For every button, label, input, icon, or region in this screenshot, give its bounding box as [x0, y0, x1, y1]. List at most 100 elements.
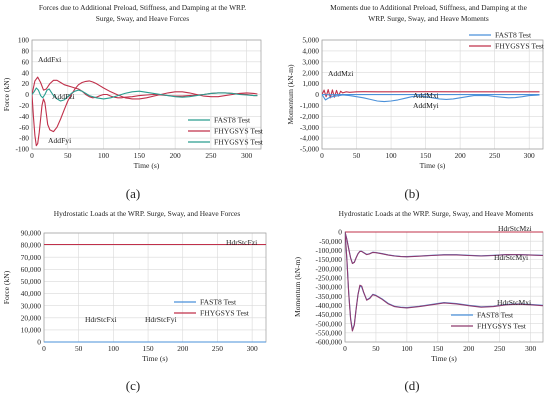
x-tick-label: 250 — [212, 344, 223, 353]
y-tick-label: -4,000 — [300, 134, 319, 143]
y-tick-label: 50,000 — [21, 277, 42, 286]
x-tick-label: 0 — [30, 151, 34, 160]
y-tick-label: 0 — [338, 228, 342, 237]
y-tick-label: -100,000 — [316, 246, 343, 255]
annotation-hdrstcmxi: HdrStcMxi — [497, 298, 531, 307]
x-tick-label: 200 — [177, 344, 188, 353]
legend-entry: FAST8 Test — [477, 311, 514, 320]
x-tick-label: 50 — [75, 344, 83, 353]
y-tick-label: -5,000 — [300, 145, 319, 154]
panel-label: (c) — [126, 378, 140, 393]
y-tick-label: -80 — [19, 134, 29, 143]
x-axis-label: Time (s) — [142, 354, 168, 363]
y-tick-label: 100 — [18, 36, 29, 45]
y-tick-label: 60,000 — [21, 265, 42, 274]
legend-entry: FAST8 Test — [495, 31, 532, 40]
x-tick-label: 100 — [108, 344, 119, 353]
y-tick-label: -550,000 — [316, 328, 343, 337]
y-tick-label: 5,000 — [302, 36, 319, 45]
x-tick-label: 300 — [525, 344, 536, 353]
x-tick-label: 250 — [489, 151, 500, 160]
legend-entry: FHYGSYS Test — [214, 138, 264, 147]
legend-entry: FHYGSYS Test — [477, 322, 527, 331]
chart-panel-b: Moments due to Additional Preload, Stiff… — [286, 3, 545, 201]
series-line-addfzi — [32, 87, 258, 102]
x-tick-label: 300 — [247, 344, 258, 353]
chart-title: Hydrostatic Loads at the WRP. Surge, Swa… — [54, 209, 241, 218]
plot-frame — [43, 232, 267, 343]
panel-label: (d) — [404, 378, 419, 393]
series-line-addfyi — [32, 80, 258, 147]
x-tick-label: 100 — [98, 151, 109, 160]
x-axis-label: Time (s) — [420, 161, 446, 170]
annotation-addmxi: AddMxi — [413, 91, 439, 100]
chart-title: Forces due to Additional Preload, Stiffn… — [39, 3, 246, 12]
y-tick-label: -600,000 — [316, 338, 343, 347]
y-tick-label: 40,000 — [21, 289, 42, 298]
y-tick-label: -50,000 — [319, 237, 342, 246]
y-tick-label: -3,000 — [300, 123, 319, 132]
x-tick-label: 100 — [386, 151, 397, 160]
y-axis-label: Force (kN) — [2, 270, 11, 304]
y-tick-label: -450,000 — [316, 310, 343, 319]
series-line-addmzi — [322, 89, 540, 99]
legend-entry: FAST8 Test — [200, 298, 237, 307]
y-tick-label: -100 — [15, 145, 29, 154]
x-tick-label: 150 — [143, 344, 154, 353]
y-tick-label: -350,000 — [316, 292, 343, 301]
x-tick-label: 200 — [170, 151, 181, 160]
panel-label: (a) — [126, 186, 140, 201]
x-tick-label: 250 — [205, 151, 216, 160]
y-axis-label: Momentum (kN-m) — [286, 64, 295, 125]
y-tick-label: -200,000 — [316, 264, 343, 273]
y-tick-label: -250,000 — [316, 273, 343, 282]
x-tick-label: 0 — [320, 151, 324, 160]
y-tick-label: 20,000 — [21, 313, 42, 322]
y-tick-label: -2,000 — [300, 112, 319, 121]
chart-title: Moments due to Additional Preload, Stiff… — [330, 3, 527, 12]
y-tick-label: -400,000 — [316, 301, 343, 310]
y-tick-label: 0 — [25, 90, 29, 99]
y-tick-label: -500,000 — [316, 319, 343, 328]
x-tick-label: 100 — [401, 344, 412, 353]
x-tick-label: 250 — [494, 344, 505, 353]
y-tick-label: 40 — [22, 68, 30, 77]
legend-entry: FHYGSYS Test — [495, 42, 545, 51]
chart-title: Surge, Sway, and Heave Forces — [96, 14, 190, 23]
annotation-hdrstcmzi: HdrStcMzi — [498, 224, 532, 233]
x-tick-label: 200 — [463, 344, 474, 353]
x-tick-label: 300 — [241, 151, 252, 160]
chart-panel-c: Hydrostatic Loads at the WRP. Surge, Swa… — [2, 209, 267, 393]
y-tick-label: 90,000 — [21, 229, 42, 238]
x-tick-label: 200 — [455, 151, 466, 160]
x-tick-label: 150 — [432, 344, 443, 353]
x-tick-label: 150 — [420, 151, 431, 160]
y-tick-label: 0 — [315, 90, 319, 99]
series-line-hdrstcmxi-fhygsys- — [345, 231, 543, 332]
y-tick-label: 20 — [22, 79, 30, 88]
x-axis-label: Time (s) — [134, 161, 160, 170]
series-line-hdrstcmyi-fhygsys- — [345, 231, 543, 265]
x-axis-label: Time (s) — [431, 354, 457, 363]
chart-panel-a: Forces due to Additional Preload, Stiffn… — [2, 3, 264, 201]
annotation-hdrstcmyi: HdrStcMyi — [494, 253, 528, 262]
x-tick-label: 300 — [524, 151, 535, 160]
annotation-addfzi: AddFzi — [52, 92, 75, 101]
annotation-addfxi: AddFxi — [38, 55, 61, 64]
x-tick-label: 0 — [343, 344, 347, 353]
y-tick-label: 80 — [22, 47, 30, 56]
annotation-hdrstcfyi: HdrStcFyi — [145, 315, 177, 324]
legend-entry: FHYGSYS Test — [200, 309, 250, 318]
x-tick-label: 50 — [372, 344, 380, 353]
y-tick-label: 4,000 — [302, 47, 319, 56]
annotation-addmzi: AddMzi — [328, 69, 353, 78]
chart-title: WRP. Surge, Sway, and Heave Moments — [368, 14, 489, 23]
y-tick-label: 2,000 — [302, 68, 319, 77]
y-tick-label: 70,000 — [21, 253, 42, 262]
y-tick-label: 80,000 — [21, 241, 42, 250]
annotation-hdrstcfzi: HdrStcFzi — [226, 238, 257, 247]
annotation-addmyi: AddMyi — [413, 101, 439, 110]
y-tick-label: 60 — [22, 57, 30, 66]
y-tick-label: -20 — [19, 101, 29, 110]
